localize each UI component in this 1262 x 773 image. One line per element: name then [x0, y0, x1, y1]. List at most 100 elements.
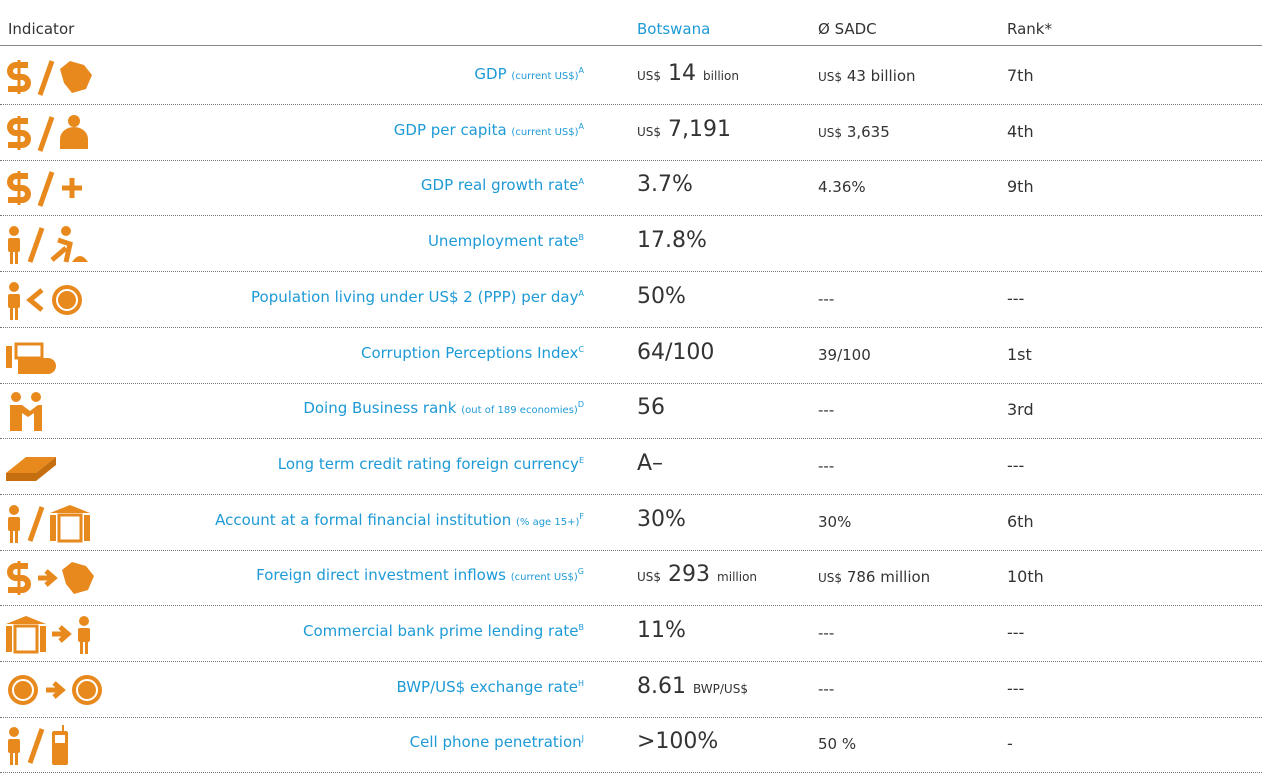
botswana-value: >100%: [637, 729, 719, 755]
botswana-post: BWP/US$: [692, 681, 748, 696]
footnote-mark: B: [578, 623, 585, 632]
footnote-mark: A: [578, 177, 584, 187]
sadc-value: 50 %: [818, 735, 857, 754]
indicator-name: Account at a formal financial institutio…: [215, 510, 512, 529]
indicator-label: GDP per capita (current US$)A: [394, 121, 584, 139]
table-row: Cell phone penetrationJ >100% 50 % -: [0, 717, 1262, 773]
indicator-label: Corruption Perceptions IndexC: [361, 344, 584, 362]
indicator-label: Commercial bank prime lending rateB: [303, 622, 584, 640]
botswana-pre: US$: [637, 124, 662, 139]
footnote-mark: A: [578, 121, 584, 131]
footnote-mark: A: [578, 66, 584, 75]
table-row: GDP real growth rateA 3.7% 4.36% 9th: [0, 160, 1262, 217]
botswana-value: 30%: [637, 506, 686, 532]
table-row: Foreign direct investment inflows (curre…: [0, 550, 1262, 607]
indicator-name: GDP real growth rate: [420, 176, 579, 195]
indicator-name: Cell phone penetration: [409, 733, 582, 752]
footnote-mark: F: [579, 511, 584, 521]
sadc-value: 4.36%: [818, 178, 866, 197]
indicator-icon: [8, 281, 82, 320]
indicator-qualifier: (current US$): [511, 71, 579, 82]
indicator-icon: [6, 342, 56, 374]
table-row: BWP/US$ exchange rateH 8.61 BWP/US$ --- ---: [0, 662, 1262, 718]
header: Indicator Botswana Ø SADC Rank*: [0, 0, 1262, 46]
sadc-value: ---: [818, 456, 835, 475]
indicator-name: Commercial bank prime lending rate: [303, 622, 579, 640]
rank-value: 7th: [1007, 66, 1034, 85]
footnote-mark: H: [577, 678, 584, 688]
table-row: Long term credit rating foreign currency…: [0, 439, 1262, 495]
botswana-value: US$ 293 million: [637, 562, 757, 587]
botswana-main: 7,191: [668, 116, 732, 142]
table-row: Corruption Perceptions IndexC 64/100 39/10…: [0, 328, 1262, 384]
indicator-qualifier: (% age 15+): [515, 516, 580, 528]
footnote-mark: C: [578, 344, 584, 354]
sadc-value: US$ 43 billion: [818, 67, 916, 85]
sadc-main: 786 million: [846, 568, 931, 587]
indicator-label: BWP/US$ exchange rateH: [396, 678, 584, 696]
botswana-value: 17.8%: [637, 228, 707, 254]
indicator-label: Long term credit rating foreign currency…: [278, 455, 584, 473]
botswana-post: billion: [703, 69, 739, 83]
botswana-pre: US$: [637, 570, 662, 585]
botswana-main: 293: [668, 562, 711, 588]
indicator-icon: [7, 171, 82, 208]
sadc-value: US$ 3,635: [818, 123, 890, 141]
sadc-value: ---: [818, 401, 835, 420]
botswana-value: 11%: [637, 618, 686, 643]
indicator-icon: [10, 392, 42, 432]
footnote-mark: E: [578, 455, 584, 465]
footnote-mark: D: [577, 400, 584, 410]
sadc-pre: US$: [818, 70, 843, 84]
botswana-value: US$ 14 billion: [637, 61, 739, 86]
rank-value: ---: [1007, 288, 1025, 308]
indicator-icon: [7, 60, 92, 96]
rank-value: ---: [1007, 678, 1025, 698]
table-row: Population living under US$ 2 (PPP) per …: [0, 272, 1262, 328]
indicator-icon: [8, 674, 102, 705]
rank-value: 9th: [1007, 177, 1034, 197]
indicator-name: BWP/US$ exchange rate: [396, 677, 578, 696]
indicator-icon: [7, 114, 88, 152]
footnote-mark: B: [578, 233, 585, 243]
sadc-value: ---: [818, 679, 835, 698]
indicator-name: Population living under US$ 2 (PPP) per …: [251, 287, 579, 306]
indicator-icon: [8, 226, 88, 265]
table-row: Commercial bank prime lending rateB 11% --…: [0, 606, 1262, 662]
header-sadc: Ø SADC: [818, 20, 877, 38]
indicator-name: Corruption Perceptions Index: [360, 343, 579, 362]
indicator-label: Doing Business rank (out of 189 economie…: [303, 399, 584, 417]
sadc-value: 30%: [818, 512, 852, 531]
indicator-icon: [8, 725, 68, 766]
indicator-label: Account at a formal financial institutio…: [215, 511, 584, 529]
indicator-icon: [8, 504, 90, 543]
table-row: GDP per capita (current US$)A US$ 7,191 US…: [0, 105, 1262, 161]
botswana-main: 14: [668, 61, 697, 86]
sadc-pre: US$: [818, 125, 843, 140]
sadc-value: ---: [818, 624, 835, 642]
rank-value: 10th: [1007, 567, 1044, 587]
indicator-name: Foreign direct investment inflows: [256, 566, 506, 585]
botswana-value: 64/100: [637, 339, 715, 365]
sadc-pre: US$: [818, 571, 843, 586]
footnote-mark: A: [578, 288, 584, 298]
table-row: Doing Business rank (out of 189 economie…: [0, 383, 1262, 440]
botswana-value: US$ 7,191: [637, 117, 731, 142]
sadc-value: US$ 786 million: [818, 568, 930, 586]
footnote-mark: J: [581, 734, 584, 744]
indicator-label: Unemployment rateB: [428, 232, 584, 250]
indicator-name: GDP: [474, 65, 507, 83]
rank-value: 3rd: [1007, 400, 1034, 420]
sadc-value: ---: [818, 289, 835, 308]
indicator-name: Long term credit rating foreign currency: [277, 454, 579, 473]
rank-value: 4th: [1007, 121, 1034, 141]
header-indicator: Indicator: [8, 20, 75, 38]
rank-value: -: [1007, 734, 1013, 754]
indicator-label: Population living under US$ 2 (PPP) per …: [251, 288, 584, 306]
sadc-main: 3,635: [846, 122, 890, 141]
indicator-qualifier: (current US$): [511, 126, 579, 138]
indicator-label: GDP (current US$)A: [474, 65, 584, 83]
indicator-label: Foreign direct investment inflows (curre…: [256, 566, 584, 584]
header-botswana: Botswana: [637, 20, 711, 38]
table-row: Account at a formal financial institutio…: [0, 495, 1262, 551]
